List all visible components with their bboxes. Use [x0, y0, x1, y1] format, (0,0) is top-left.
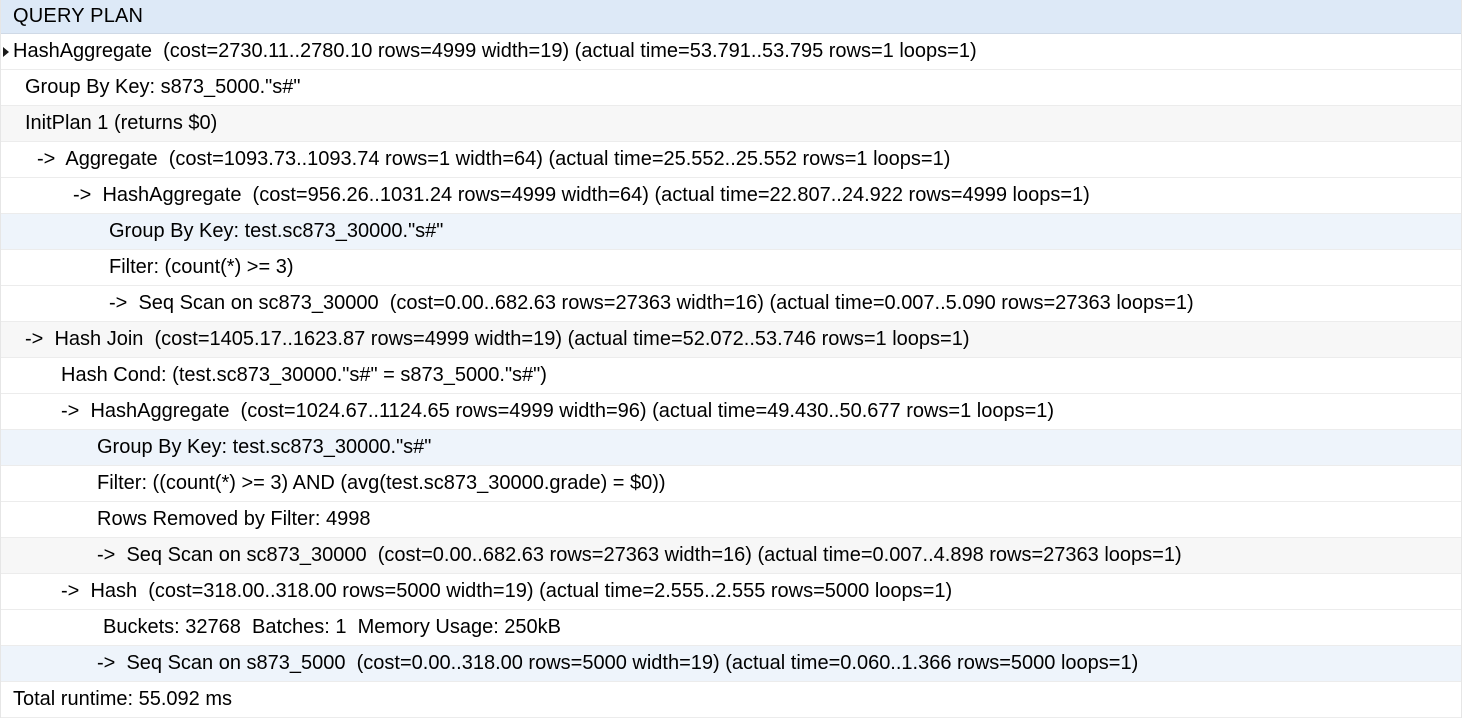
table-row[interactable]: -> Seq Scan on sc873_30000 (cost=0.00..6…: [1, 286, 1461, 322]
column-header-query-plan[interactable]: QUERY PLAN: [1, 0, 1461, 34]
cell-query-plan: Filter: (count(*) >= 3): [109, 256, 294, 278]
cell-query-plan: Total runtime: 55.092 ms: [13, 688, 232, 710]
table-row[interactable]: Group By Key: test.sc873_30000."s#": [1, 430, 1461, 466]
table-row[interactable]: -> Aggregate (cost=1093.73..1093.74 rows…: [1, 142, 1461, 178]
result-rows: HashAggregate (cost=2730.11..2780.10 row…: [1, 34, 1461, 718]
cell-query-plan: -> Seq Scan on sc873_30000 (cost=0.00..6…: [109, 292, 1194, 314]
cell-query-plan: Filter: ((count(*) >= 3) AND (avg(test.s…: [97, 472, 666, 494]
table-row[interactable]: Buckets: 32768 Batches: 1 Memory Usage: …: [1, 610, 1461, 646]
cell-query-plan: Group By Key: s873_5000."s#": [25, 76, 301, 98]
table-row[interactable]: -> Seq Scan on s873_5000 (cost=0.00..318…: [1, 646, 1461, 682]
table-row[interactable]: Total runtime: 55.092 ms: [1, 682, 1461, 718]
cell-query-plan: -> HashAggregate (cost=956.26..1031.24 r…: [73, 184, 1090, 206]
table-row[interactable]: -> HashAggregate (cost=1024.67..1124.65 …: [1, 394, 1461, 430]
table-row[interactable]: Rows Removed by Filter: 4998: [1, 502, 1461, 538]
table-row[interactable]: Group By Key: test.sc873_30000."s#": [1, 214, 1461, 250]
cell-query-plan: HashAggregate (cost=2730.11..2780.10 row…: [13, 40, 977, 62]
cell-query-plan: Group By Key: test.sc873_30000."s#": [109, 220, 444, 242]
cell-query-plan: -> Seq Scan on s873_5000 (cost=0.00..318…: [97, 652, 1139, 674]
cell-query-plan: InitPlan 1 (returns $0): [25, 112, 218, 134]
column-header-label: QUERY PLAN: [13, 5, 144, 27]
cell-query-plan: -> Seq Scan on sc873_30000 (cost=0.00..6…: [97, 544, 1182, 566]
table-row[interactable]: -> Hash (cost=318.00..318.00 rows=5000 w…: [1, 574, 1461, 610]
table-row[interactable]: Filter: (count(*) >= 3): [1, 250, 1461, 286]
cell-query-plan: Buckets: 32768 Batches: 1 Memory Usage: …: [103, 616, 562, 638]
cell-query-plan: -> Hash Join (cost=1405.17..1623.87 rows…: [25, 328, 970, 350]
current-row-indicator-icon: [3, 46, 9, 57]
cell-query-plan: Group By Key: test.sc873_30000."s#": [97, 436, 432, 458]
table-row[interactable]: -> Hash Join (cost=1405.17..1623.87 rows…: [1, 322, 1461, 358]
table-row[interactable]: -> Seq Scan on sc873_30000 (cost=0.00..6…: [1, 538, 1461, 574]
cell-query-plan: -> HashAggregate (cost=1024.67..1124.65 …: [61, 400, 1055, 422]
table-row[interactable]: InitPlan 1 (returns $0): [1, 106, 1461, 142]
cell-query-plan: Hash Cond: (test.sc873_30000."s#" = s873…: [61, 364, 547, 386]
table-row[interactable]: Group By Key: s873_5000."s#": [1, 70, 1461, 106]
table-row[interactable]: -> HashAggregate (cost=956.26..1031.24 r…: [1, 178, 1461, 214]
table-row[interactable]: Hash Cond: (test.sc873_30000."s#" = s873…: [1, 358, 1461, 394]
cell-query-plan: -> Hash (cost=318.00..318.00 rows=5000 w…: [61, 580, 953, 602]
cell-query-plan: Rows Removed by Filter: 4998: [97, 508, 371, 530]
cell-query-plan: -> Aggregate (cost=1093.73..1093.74 rows…: [37, 148, 951, 170]
table-row[interactable]: HashAggregate (cost=2730.11..2780.10 row…: [1, 34, 1461, 70]
table-row[interactable]: Filter: ((count(*) >= 3) AND (avg(test.s…: [1, 466, 1461, 502]
